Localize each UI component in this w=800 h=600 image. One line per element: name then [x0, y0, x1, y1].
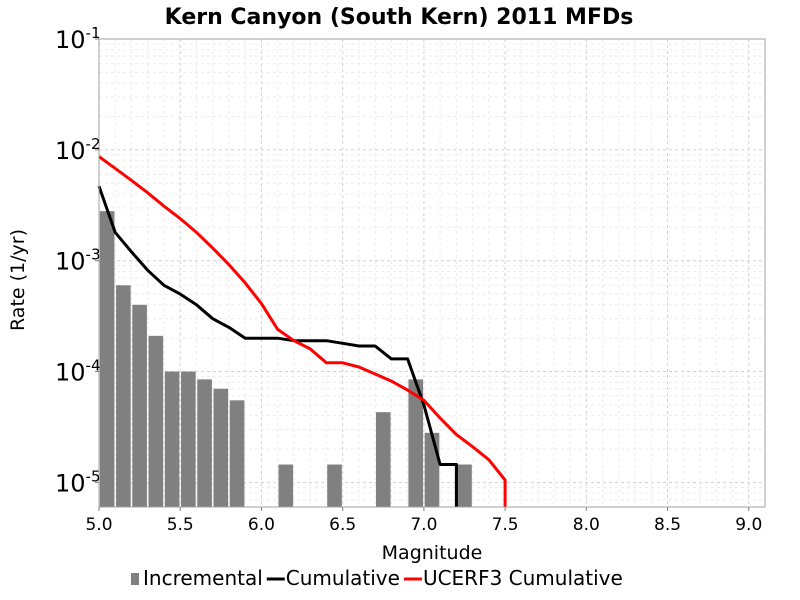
cumulative-line: [97, 185, 458, 507]
plot-frame: [98, 38, 766, 508]
legend-label: UCERF3 Cumulative: [423, 566, 623, 590]
legend-label: Incremental: [143, 566, 263, 590]
legend: Incremental Cumulative UCERF3 Cumulative: [131, 566, 623, 590]
grid: [98, 38, 766, 508]
incremental-bar: [327, 464, 342, 507]
incremental-bar: [213, 388, 229, 507]
incremental-bar: [229, 400, 245, 507]
incremental-bar: [116, 285, 131, 507]
legend-label: Cumulative: [286, 566, 400, 590]
ucerf3-cumulative-line: [98, 155, 507, 507]
y-axis-ticks: 10-5 10-4 10-3 10-2 10-1: [55, 24, 101, 497]
x-tick-label: 6.0: [248, 515, 275, 535]
incremental-bars: [99, 211, 472, 507]
incremental-bar: [197, 379, 212, 507]
incremental-bar: [424, 432, 440, 507]
chart-title: Kern Canyon (South Kern) 2011 MFDs: [165, 5, 634, 30]
x-tick-label: 8.5: [654, 515, 681, 535]
y-tick-label: 10-5: [55, 467, 101, 497]
x-tick-label: 6.5: [329, 515, 356, 535]
incremental-bar: [408, 379, 424, 507]
y-tick-label: 10-1: [55, 24, 101, 54]
y-tick-label: 10-4: [55, 357, 101, 387]
x-tick-label: 9.0: [735, 515, 762, 535]
legend-swatch: [131, 573, 139, 585]
incremental-bar: [278, 464, 294, 507]
y-axis-label: Rate (1/yr): [7, 229, 29, 331]
x-tick-label: 7.0: [410, 515, 437, 535]
x-axis-label: Magnitude: [382, 542, 483, 564]
incremental-bar: [375, 412, 391, 507]
incremental-bar: [457, 464, 472, 507]
x-tick-label: 7.5: [492, 515, 519, 535]
incremental-bar: [99, 211, 115, 507]
y-tick-label: 10-3: [55, 246, 101, 276]
incremental-bar: [181, 371, 196, 507]
x-axis-ticks: 5.0 5.5 6.0 6.5 7.0 7.5 8.0 8.5 9.0: [85, 507, 762, 535]
incremental-bar: [132, 304, 147, 507]
incremental-bar: [148, 335, 164, 507]
series-lines: [97, 155, 507, 507]
incremental-bar: [164, 371, 180, 507]
x-tick-label: 5.0: [85, 515, 112, 535]
y-tick-label: 10-2: [55, 135, 101, 165]
x-tick-label: 5.5: [167, 515, 194, 535]
x-tick-label: 8.0: [573, 515, 600, 535]
